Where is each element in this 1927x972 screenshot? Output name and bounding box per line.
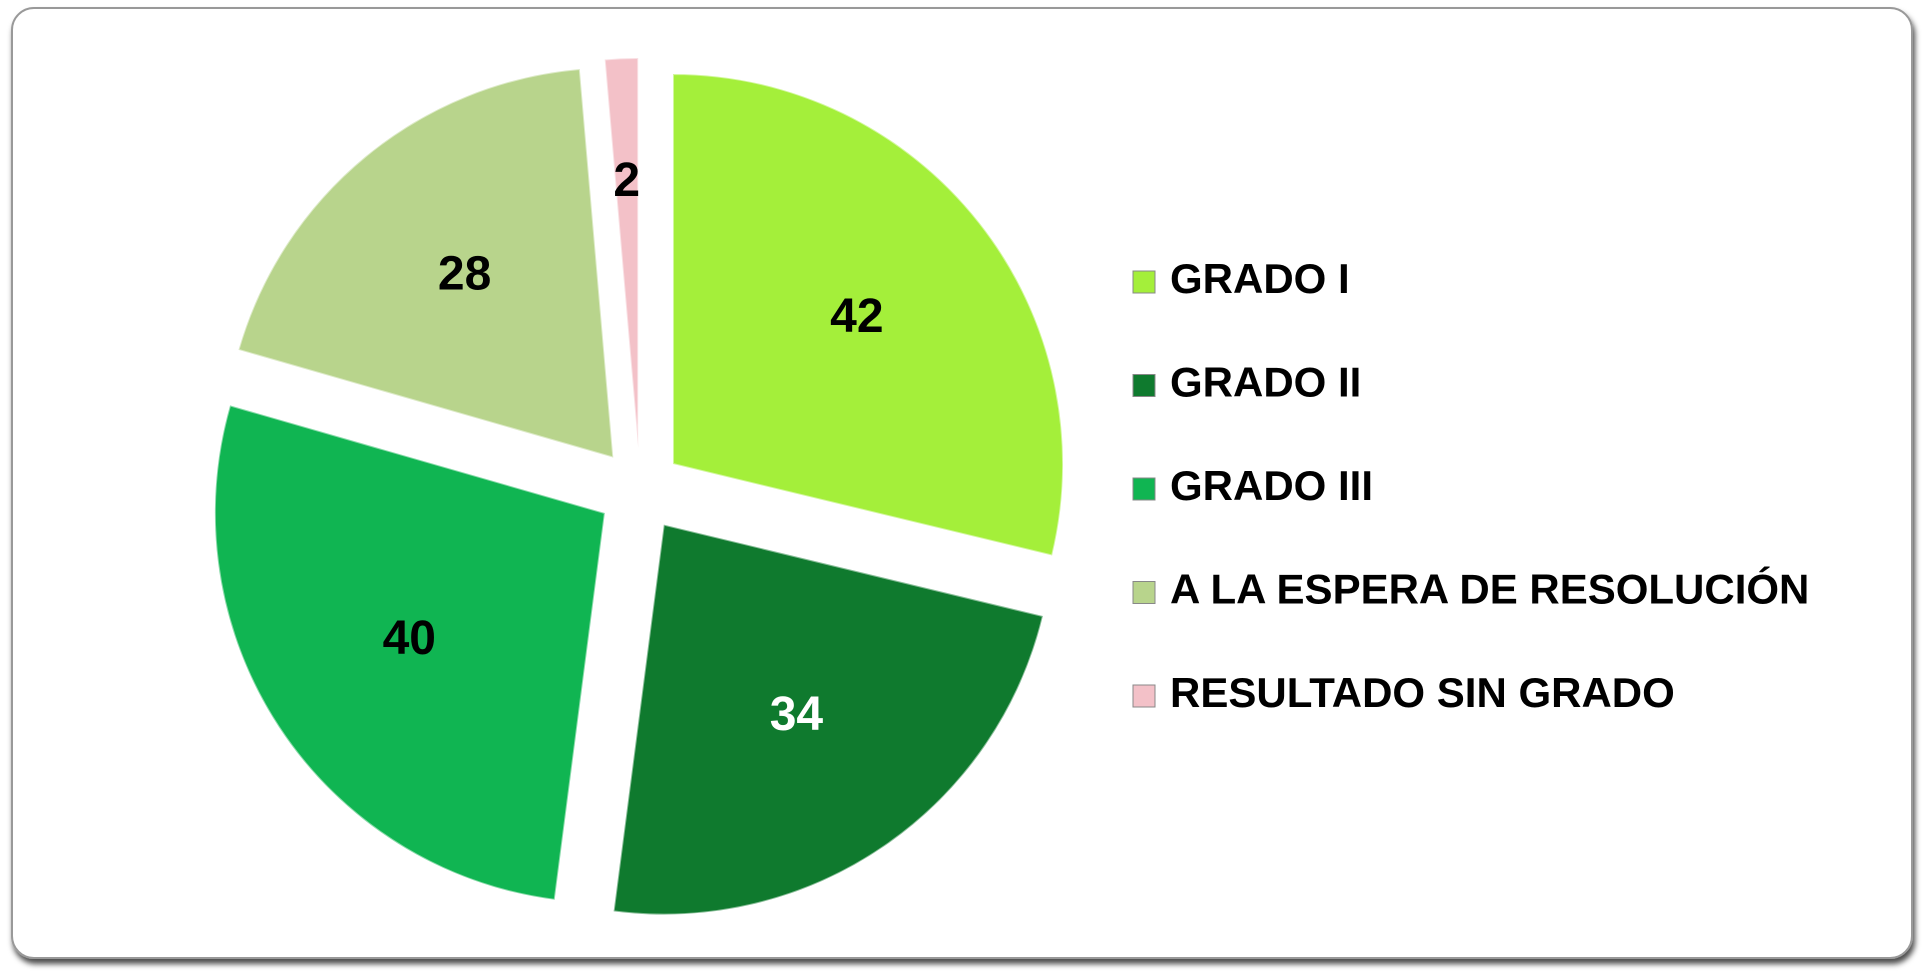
pie-slice (671, 73, 1064, 557)
legend-label: RESULTADO SIN GRADO (1170, 669, 1675, 716)
legend-swatch (1132, 684, 1156, 708)
data-label: 42 (830, 290, 883, 343)
legend-label: GRADO III (1170, 462, 1373, 509)
data-label: 40 (383, 612, 436, 665)
pie-slice (612, 523, 1045, 916)
legend-swatch (1132, 270, 1156, 294)
legend-swatch (1132, 374, 1156, 397)
data-label: 34 (770, 688, 824, 741)
data-label: 28 (438, 248, 491, 301)
data-label: 2 (613, 154, 640, 207)
legend-label: GRADO I (1170, 255, 1350, 302)
legend-label: A LA ESPERA DE RESOLUCIÓN (1170, 565, 1809, 613)
legend-label: GRADO II (1170, 359, 1361, 406)
pie-slice (213, 404, 606, 901)
legend-swatch (1132, 477, 1156, 501)
legend-swatch (1132, 581, 1156, 604)
pie-slice (237, 67, 615, 459)
pie-slice (603, 57, 640, 449)
